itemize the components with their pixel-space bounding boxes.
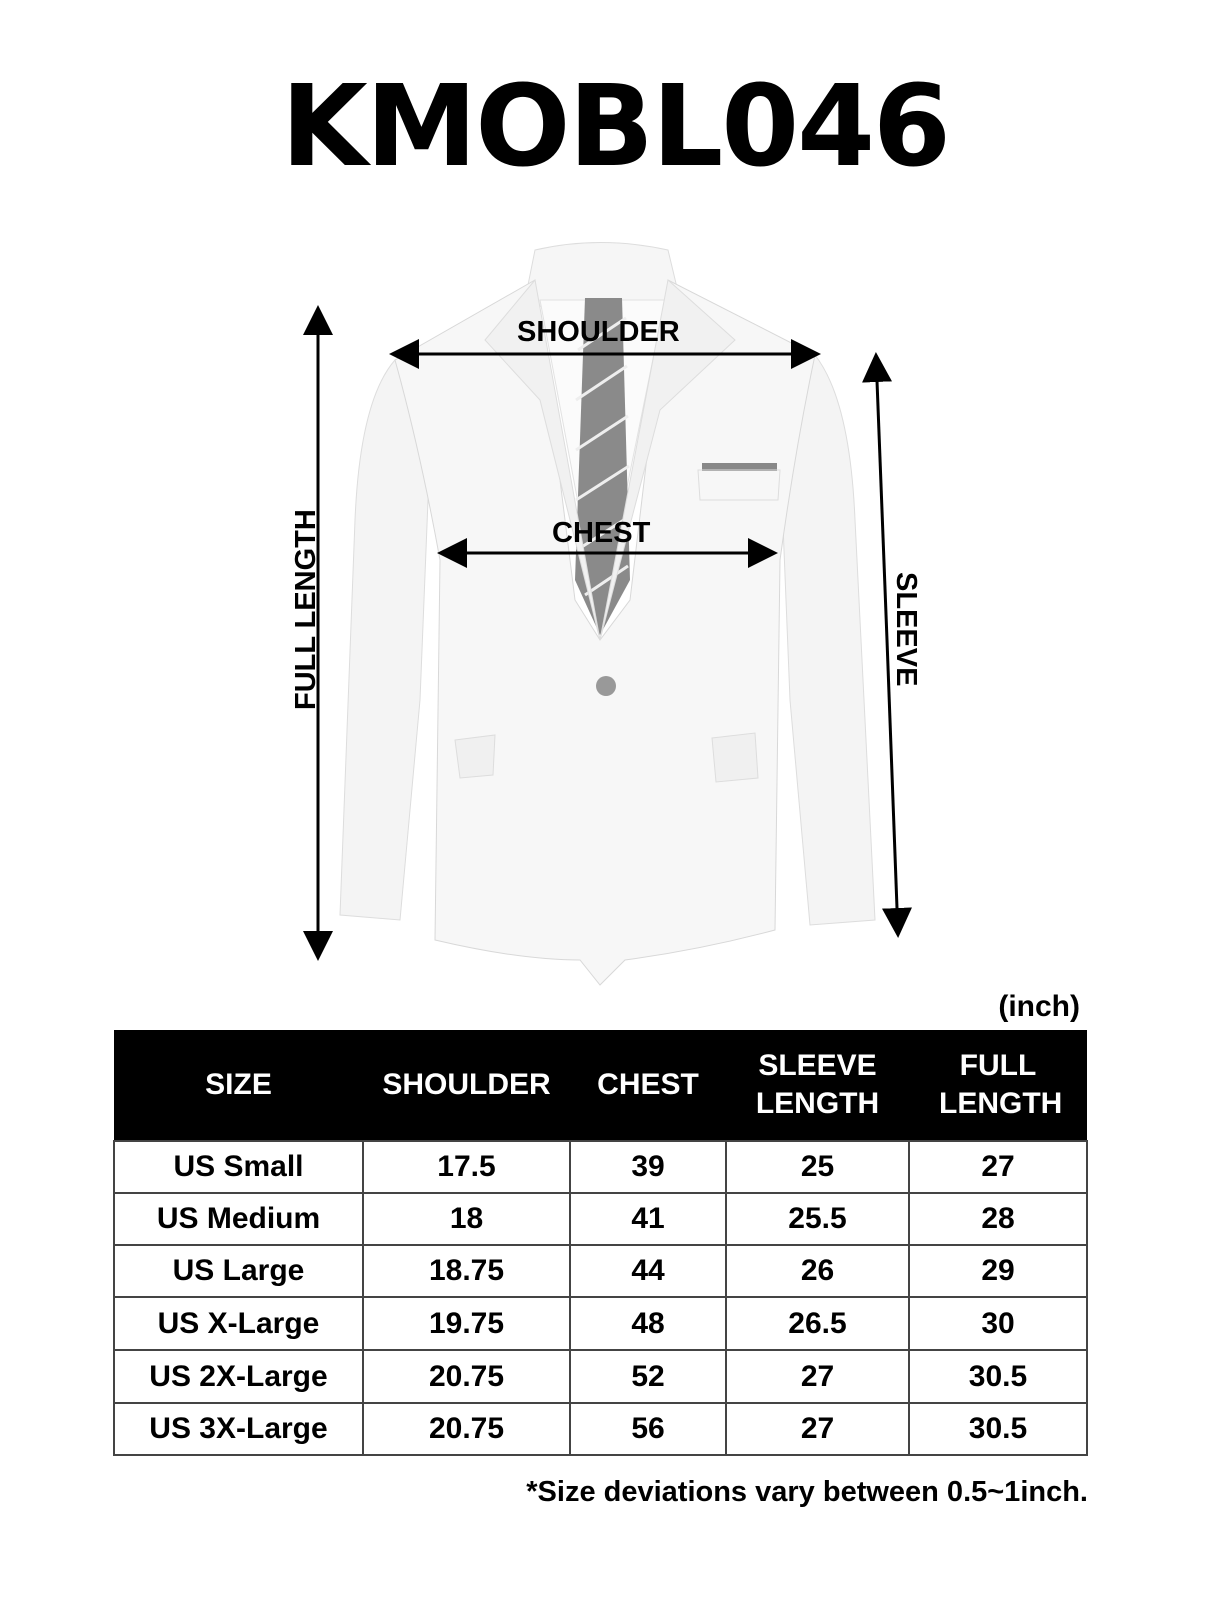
product-code-title: KMOBL046 [281,62,951,192]
value-cell: 30 [908,1296,1088,1351]
full-length-label: FULL LENGTH [290,509,322,710]
table-row: US X-Large 19.75 48 26.5 30 [113,1296,1088,1351]
value-cell: 25.5 [725,1192,910,1246]
table-row: US Medium 18 41 25.5 28 [113,1192,1088,1246]
value-cell: 30.5 [908,1349,1088,1404]
value-cell: 17.5 [362,1140,571,1194]
size-deviation-note: *Size deviations vary between 0.5~1inch. [526,1476,1088,1508]
value-cell: 52 [569,1349,727,1404]
value-cell: 29 [908,1244,1088,1298]
value-cell: 30.5 [908,1402,1088,1456]
value-cell: 39 [569,1140,727,1194]
table-row: US 3X-Large 20.75 56 27 30.5 [113,1402,1088,1456]
measurement-arrows [303,305,912,961]
value-cell: 27 [725,1349,910,1404]
value-cell: 28 [908,1192,1088,1246]
value-cell: 41 [569,1192,727,1246]
size-cell: US Small [113,1140,364,1194]
value-cell: 56 [569,1402,727,1456]
sleeve-label: SLEEVE [890,572,922,687]
value-cell: 20.75 [362,1349,571,1404]
value-cell: 20.75 [362,1402,571,1456]
value-cell: 25 [725,1140,910,1194]
header-size: SIZE [114,1030,363,1141]
sleeve-arrow [862,352,893,641]
jacket-illustration [303,242,912,986]
header-shoulder: SHOULDER [363,1030,570,1141]
value-cell: 18.75 [362,1244,571,1298]
value-cell: 26.5 [725,1296,910,1351]
table-row: US Small 17.5 39 25 27 [113,1140,1088,1194]
chest-label: CHEST [552,517,651,549]
value-cell: 48 [569,1296,727,1351]
value-cell: 27 [908,1140,1088,1194]
value-cell: 18 [362,1192,571,1246]
header-full-length: FULL LENGTH [909,1030,1087,1141]
size-cell: US Large [113,1244,364,1298]
table-row: US 2X-Large 20.75 52 27 30.5 [113,1349,1088,1404]
value-cell: 26 [725,1244,910,1298]
table-header-row: SIZE SHOULDER CHEST SLEEVE LENGTH FULL L… [114,1030,1087,1141]
unit-label: (inch) [998,990,1080,1023]
header-chest: CHEST [570,1030,726,1141]
value-cell: 19.75 [362,1296,571,1351]
header-sleeve-length: SLEEVE LENGTH [726,1030,909,1141]
value-cell: 44 [569,1244,727,1298]
size-cell: US 2X-Large [113,1349,364,1404]
value-cell: 27 [725,1402,910,1456]
table-row: US Large 18.75 44 26 29 [113,1244,1088,1298]
size-cell: US Medium [113,1192,364,1246]
shoulder-label: SHOULDER [517,316,680,348]
jacket-shape [339,242,876,986]
size-cell: US X-Large [113,1296,364,1351]
size-table: SIZE SHOULDER CHEST SLEEVE LENGTH FULL L… [113,1030,1088,1456]
size-cell: US 3X-Large [113,1402,364,1456]
